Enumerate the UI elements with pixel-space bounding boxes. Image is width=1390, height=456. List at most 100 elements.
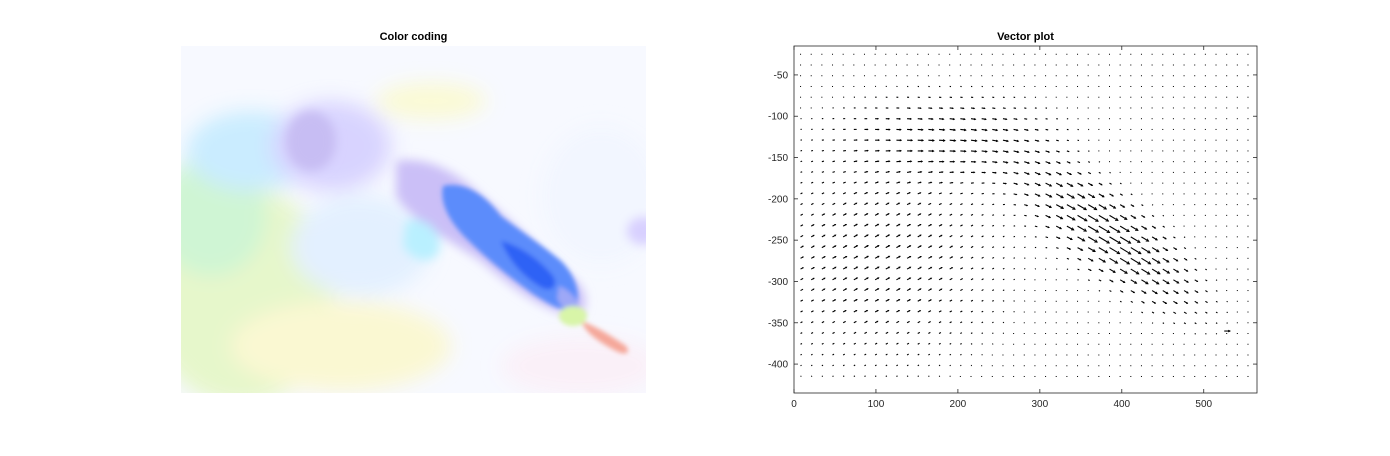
vector-arrow [949,160,956,163]
vector-arrow [938,234,943,238]
vector-arrow [981,160,988,164]
x-tick-label: 400 [1113,399,1130,410]
vector-arrow [1172,161,1174,163]
vector-arrow [1109,247,1121,255]
vector-arrow [970,310,973,313]
vector-arrow [1098,193,1105,198]
vector-arrow [1119,139,1121,141]
vector-arrow [874,53,876,55]
vector-arrow [885,375,888,377]
vector-arrow [885,255,891,259]
vector-plot-ticks: 0 100 200 300 400 500 -50 -100 -150 -200 -250 -300 -… [768,46,1257,410]
vector-arrow [1098,150,1100,152]
vector-arrow [1098,322,1100,324]
vector-arrow [1140,333,1142,335]
vector-arrow [853,320,857,324]
vector-arrow [1151,64,1153,66]
vector-arrow [949,256,954,259]
vector-arrow [1183,365,1185,367]
vector-arrow [800,203,803,206]
vector-arrow [917,288,922,292]
vector-arrow [1183,257,1188,261]
vector-arrow [832,331,835,334]
vector-arrow [917,375,920,377]
vector-arrow [1226,64,1228,66]
vector-arrow [1023,53,1025,55]
vector-arrow [1151,354,1153,356]
vector-arrow [1108,96,1110,98]
vector-arrow [960,235,963,238]
vector-arrow [927,53,929,55]
vector-arrow [1236,333,1238,335]
vector-arrow [874,353,878,356]
vector-arrow [810,107,812,109]
vector-arrow [960,213,963,216]
vector-arrow [1002,365,1004,367]
vector-arrow [1098,333,1100,335]
vector-arrow [800,364,802,367]
vector-arrow [1183,53,1185,55]
vector-arrow [1236,365,1238,367]
vector-arrow [1002,289,1005,292]
vector-arrow [864,331,868,334]
color-coding-title: Color coding [379,31,448,43]
vector-arrow [1215,96,1217,98]
vector-arrow [821,171,825,173]
vector-arrow [1087,161,1091,163]
vector-arrow [1066,225,1075,231]
vector-arrow [832,310,836,313]
vector-arrow [949,53,951,55]
vector-arrow [970,343,973,345]
y-tick-label: -200 [768,194,788,205]
vector-arrow [906,255,912,259]
vector-arrow [811,171,814,173]
vector-arrow [1140,365,1142,367]
vector-arrow [1141,311,1144,314]
vector-arrow [842,171,846,173]
vector-arrow [1173,236,1176,239]
vector-arrow [1077,75,1079,77]
vector-arrow [1130,322,1132,324]
vector-arrow [1130,96,1132,98]
vector-arrow [1226,75,1228,77]
vector-arrow [906,181,912,184]
vector-arrow [864,266,869,270]
vector-arrow [1215,354,1217,356]
vector-arrow [1098,375,1100,377]
vector-arrow [1151,375,1153,377]
vector-arrow [960,128,967,132]
vector-arrow [1045,204,1052,208]
vector-arrow [1098,300,1100,302]
vector-arrow [992,310,994,313]
vector-arrow [1045,182,1053,187]
vector-arrow [1247,75,1249,77]
vector-arrow [1162,247,1169,252]
vector-arrow [1013,300,1015,302]
vector-arrow [1183,64,1185,66]
vector-arrow [1108,333,1110,335]
vector-arrow [917,353,920,356]
vector-arrow [864,139,869,142]
vector-arrow [1034,85,1036,87]
vector-arrow [1183,85,1185,87]
vector-arrow [1130,182,1132,184]
vector-arrow [1077,161,1081,164]
vector-arrow [1098,75,1100,77]
vector-arrow [1055,290,1057,292]
vector-arrow [939,149,946,153]
vector-arrow [1130,225,1139,231]
vector-arrow [1162,182,1164,184]
vector-arrow [896,160,902,163]
vector-arrow [970,267,974,270]
vector-arrow [864,255,869,259]
vector-arrow [885,353,888,356]
vector-arrow [1172,354,1174,356]
vector-arrow [1024,150,1030,154]
vector-arrow [981,139,989,143]
vector-arrow [874,364,877,367]
vector-arrow [1034,225,1038,228]
vector-arrow [1215,193,1217,195]
vector-arrow [1066,257,1070,260]
vector-arrow [981,343,983,345]
vector-arrow [1034,182,1041,187]
